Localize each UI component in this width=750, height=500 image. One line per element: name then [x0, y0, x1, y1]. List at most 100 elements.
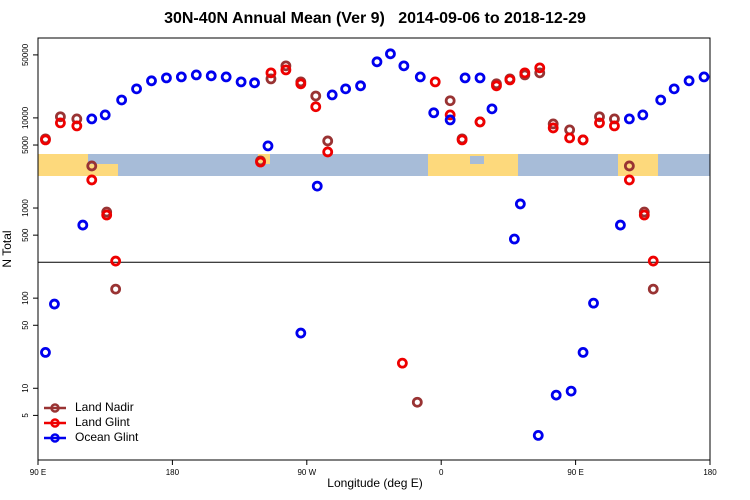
- legend-marker: [50, 418, 60, 428]
- x-tick-label: 90 E: [30, 468, 46, 477]
- point: [77, 219, 89, 231]
- map-land: [38, 154, 88, 176]
- point: [40, 347, 51, 358]
- point: [508, 233, 520, 245]
- point: [86, 113, 98, 125]
- point: [594, 117, 605, 129]
- point: [577, 347, 589, 358]
- point: [532, 429, 544, 441]
- point: [280, 60, 292, 72]
- point: [265, 73, 277, 85]
- point: [235, 76, 247, 88]
- point: [175, 71, 187, 83]
- point: [474, 116, 486, 128]
- point: [71, 120, 83, 132]
- point: [310, 101, 322, 113]
- point: [295, 78, 307, 90]
- point: [444, 95, 456, 107]
- point: [265, 67, 277, 79]
- legend-marker: [50, 433, 60, 443]
- y-tick-label: 50000: [21, 43, 30, 66]
- point: [116, 94, 128, 106]
- map-land: [618, 154, 658, 176]
- point: [698, 71, 710, 83]
- point: [550, 389, 562, 401]
- y-tick-label: 10: [21, 383, 30, 392]
- point: [565, 385, 577, 397]
- point: [491, 80, 502, 92]
- y-tick-label: 5: [21, 413, 30, 418]
- x-tick-label: 180: [703, 468, 717, 477]
- y-tick-label: 5000: [21, 136, 30, 154]
- point: [326, 89, 338, 101]
- point: [588, 297, 599, 309]
- legend-marker: [50, 403, 60, 413]
- point: [86, 174, 98, 186]
- point: [146, 75, 157, 87]
- point: [190, 69, 202, 81]
- point: [411, 396, 423, 408]
- point: [131, 83, 142, 95]
- point: [295, 327, 307, 339]
- point: [322, 135, 334, 147]
- point: [534, 62, 546, 74]
- point: [547, 118, 559, 130]
- point: [322, 146, 334, 158]
- point: [110, 283, 122, 295]
- point: [255, 156, 266, 168]
- point: [623, 174, 635, 186]
- point: [647, 255, 659, 267]
- y-tick-label: 100: [21, 291, 30, 305]
- point: [428, 107, 440, 119]
- point: [609, 120, 620, 132]
- point: [623, 113, 635, 125]
- point: [615, 219, 626, 231]
- point: [429, 76, 441, 88]
- point: [623, 160, 635, 172]
- point: [205, 70, 217, 82]
- point: [486, 103, 498, 115]
- point: [547, 122, 559, 134]
- point: [398, 60, 410, 72]
- point: [444, 109, 456, 121]
- legend-label: Ocean Glint: [75, 430, 139, 444]
- point: [514, 198, 526, 210]
- x-tick-label: 90 W: [297, 468, 316, 477]
- point: [40, 134, 51, 146]
- x-tick-label: 180: [166, 468, 180, 477]
- point: [310, 90, 322, 102]
- point: [55, 111, 66, 123]
- point: [220, 71, 232, 83]
- point: [456, 134, 468, 146]
- point: [396, 357, 408, 369]
- y-tick-label: 50: [21, 320, 30, 329]
- x-tick-label: 90 E: [567, 468, 583, 477]
- point: [355, 80, 366, 92]
- point: [414, 71, 426, 83]
- point: [655, 94, 667, 106]
- point: [647, 283, 659, 295]
- point: [280, 64, 292, 76]
- x-tick-label: 0: [439, 468, 444, 477]
- map-sea: [470, 156, 484, 164]
- legend-label: Land Glint: [75, 415, 130, 429]
- map-ocean: [38, 154, 710, 176]
- point: [504, 74, 516, 86]
- point: [474, 72, 486, 84]
- point: [161, 72, 172, 84]
- point: [101, 209, 113, 221]
- chart-title: 30N-40N Annual Mean (Ver 9) 2014-09-06 t…: [164, 10, 586, 27]
- point: [110, 255, 122, 267]
- point: [249, 77, 260, 89]
- y-axis-label: N Total: [0, 230, 14, 267]
- point: [459, 72, 471, 84]
- point: [444, 114, 456, 126]
- point: [637, 109, 649, 121]
- y-tick-label: 1000: [21, 199, 30, 217]
- point: [86, 160, 98, 172]
- point: [519, 67, 531, 79]
- map-strip: [38, 154, 710, 176]
- point: [638, 209, 650, 221]
- x-axis-label: Longitude (deg E): [327, 476, 422, 490]
